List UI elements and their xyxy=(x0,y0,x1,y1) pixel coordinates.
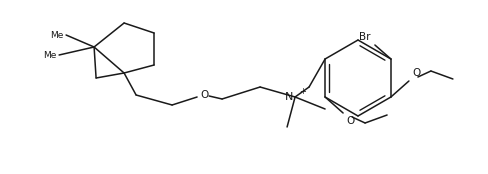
Text: N: N xyxy=(285,92,293,102)
Text: Br: Br xyxy=(359,32,371,42)
Text: +: + xyxy=(299,88,306,97)
Text: O: O xyxy=(412,68,420,78)
Text: O: O xyxy=(346,116,354,126)
Text: Me: Me xyxy=(50,30,63,39)
Text: Me: Me xyxy=(43,50,56,60)
Text: O: O xyxy=(200,90,208,100)
